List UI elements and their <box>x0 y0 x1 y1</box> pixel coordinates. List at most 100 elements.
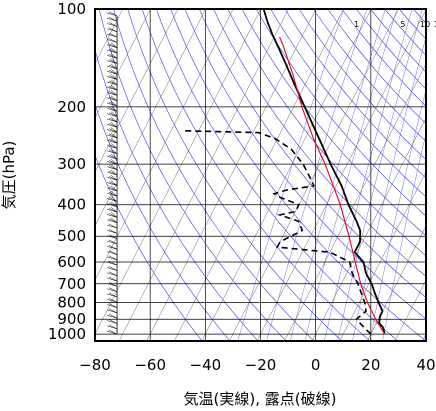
wind-barb <box>106 124 118 128</box>
wind-barb <box>106 230 118 234</box>
wind-barb <box>110 185 118 192</box>
wind-barb <box>106 288 118 292</box>
dry-adiabat-line <box>284 9 426 179</box>
isotherm-line <box>339 171 426 341</box>
dry-adiabat-line <box>113 9 315 341</box>
wind-barb <box>108 117 118 123</box>
wind-barb <box>106 272 118 277</box>
y-axis-title: 気圧(hPa) <box>0 141 18 210</box>
wind-barb <box>108 154 118 160</box>
wind-barb <box>110 58 118 64</box>
wind-barb <box>110 122 118 128</box>
wind-barb <box>110 153 118 160</box>
dry-adiabat-line <box>95 154 203 341</box>
x-tick-label: −60 <box>134 356 166 374</box>
isotherm-line <box>95 9 179 173</box>
wind-barb <box>108 292 118 298</box>
wind-barb <box>110 212 118 218</box>
wind-barb <box>106 55 118 59</box>
isotherm-line <box>394 279 426 341</box>
wind-barb <box>106 214 118 218</box>
wind-barb <box>108 213 118 218</box>
wind-barb <box>106 70 118 75</box>
wind-barb <box>106 145 118 149</box>
wind-barb <box>108 123 118 128</box>
wind-barb <box>108 282 118 287</box>
x-axis-title: 気温(実線), 露点(破線) <box>184 390 337 408</box>
wind-barb <box>106 139 118 144</box>
wind-barb <box>106 102 118 107</box>
wind-barb <box>106 203 118 208</box>
y-tick-label: 400 <box>57 196 86 214</box>
wind-barb <box>110 143 118 149</box>
wind-barb <box>110 90 118 96</box>
wind-barb <box>108 43 118 48</box>
wind-barb <box>108 176 118 181</box>
wind-barb <box>106 219 118 223</box>
mixing-ratio-label: 1 <box>354 20 359 29</box>
wind-barb <box>110 84 118 91</box>
wind-barb <box>106 17 118 22</box>
dry-adiabat-line <box>98 9 287 341</box>
wind-barb <box>106 293 118 298</box>
wind-barb <box>108 255 118 261</box>
wind-barb <box>108 54 118 59</box>
wind-barb <box>108 149 118 155</box>
wind-barb <box>110 127 118 133</box>
x-tick-label: 0 <box>311 356 321 374</box>
wind-barb <box>108 165 118 170</box>
y-tick-label: 700 <box>57 275 86 293</box>
wind-barb <box>108 70 118 75</box>
wind-barb <box>110 191 118 197</box>
isotherm-line <box>95 9 262 335</box>
wind-barb <box>106 33 118 38</box>
wind-barb <box>106 60 118 64</box>
dry-adiabat-line <box>156 9 398 341</box>
wind-barb <box>110 63 118 70</box>
wind-barb <box>106 177 118 181</box>
wind-barb <box>106 134 118 139</box>
dry-adiabat-line <box>256 9 426 217</box>
dewpoint-line <box>184 130 372 335</box>
y-tick-label: 900 <box>57 310 86 328</box>
wind-barb <box>108 133 118 139</box>
wind-barb <box>110 74 118 80</box>
wind-barb <box>110 53 118 59</box>
y-tick-label: 600 <box>57 253 86 271</box>
wind-barb <box>108 191 118 197</box>
wind-barb <box>108 245 118 250</box>
wind-barb <box>108 96 118 101</box>
wind-barb <box>108 223 118 229</box>
wind-barb <box>110 106 118 112</box>
wind-barb <box>108 160 118 165</box>
y-tick-label: 800 <box>57 294 86 312</box>
wind-barb <box>106 44 118 48</box>
wind-barb <box>110 159 118 165</box>
wind-barb <box>106 187 118 192</box>
wind-barb <box>108 229 118 234</box>
wind-barb <box>106 150 118 155</box>
wind-barb <box>110 111 118 117</box>
wind-barb <box>106 267 118 271</box>
wind-barb <box>108 101 118 107</box>
wind-barb <box>108 91 118 96</box>
wind-barb <box>108 48 118 54</box>
wind-barbs <box>106 11 118 335</box>
x-tick-label: −20 <box>245 356 277 374</box>
parcel-curve-line <box>279 36 386 335</box>
wind-barb <box>106 304 118 308</box>
wind-barb <box>106 299 118 303</box>
wind-barb <box>106 256 118 261</box>
wind-barb <box>108 298 118 303</box>
isotherm-line <box>367 225 426 341</box>
wind-barb <box>106 314 118 319</box>
wind-barb <box>108 16 118 22</box>
isotherm-line <box>95 9 151 119</box>
wind-barb <box>106 129 118 133</box>
wind-barb <box>106 251 118 255</box>
y-tick-label: 500 <box>57 227 86 245</box>
wind-barb <box>106 39 118 43</box>
mixing-ratio-line <box>382 132 426 341</box>
wind-barb <box>108 186 118 192</box>
